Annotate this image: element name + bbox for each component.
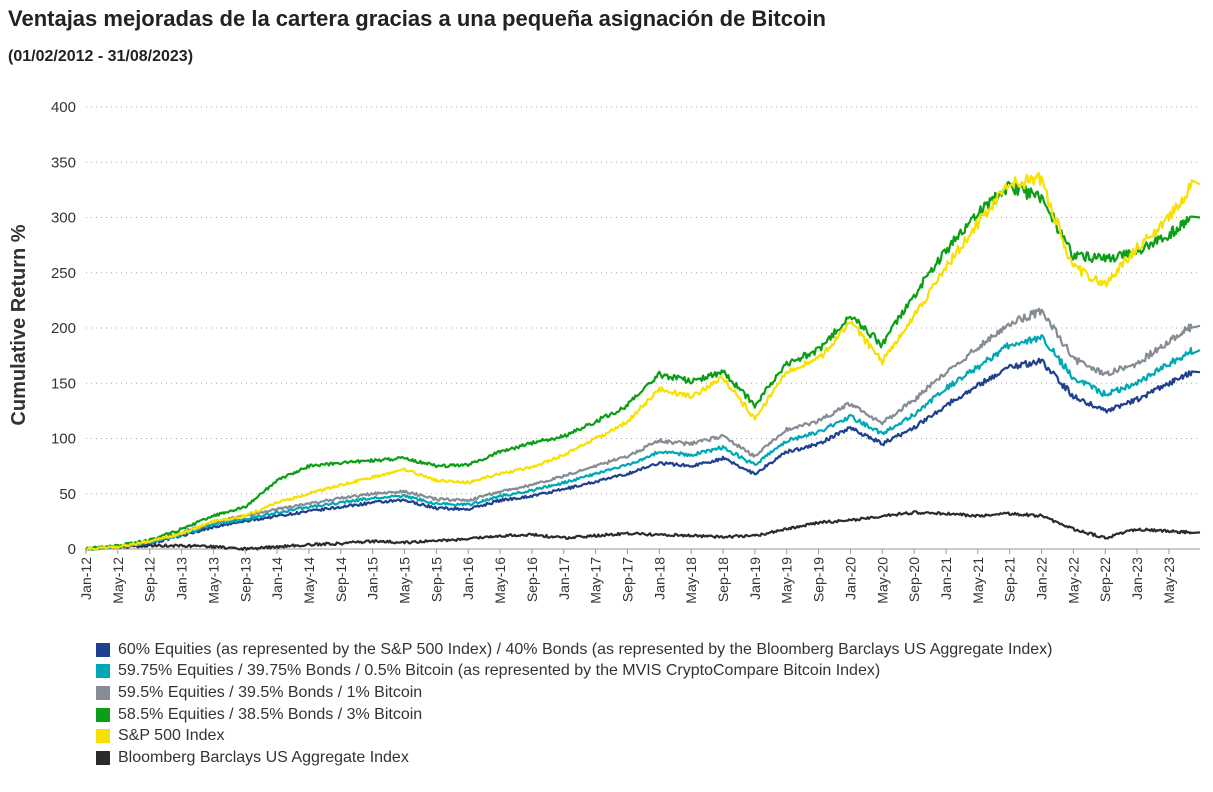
x-tick-label: Jan-16 xyxy=(460,557,476,600)
chart-subtitle: (01/02/2012 - 31/08/2023) xyxy=(8,48,194,65)
legend-item: 58.5% Equities / 38.5% Bonds / 3% Bitcoi… xyxy=(96,704,1052,726)
chart-title: Ventajas mejoradas de la cartera gracias… xyxy=(8,6,826,31)
series-lines xyxy=(85,172,1201,552)
y-tick-label: 0 xyxy=(68,541,76,558)
x-tick-label: Sep-22 xyxy=(1097,557,1113,602)
x-tick-label: Sep-17 xyxy=(619,557,635,602)
legend-label: Bloomberg Barclays US Aggregate Index xyxy=(118,748,409,766)
x-tick-label: May-14 xyxy=(301,557,317,604)
y-tick-label: 300 xyxy=(51,210,76,227)
legend-label: 59.75% Equities / 39.75% Bonds / 0.5% Bi… xyxy=(118,662,881,680)
x-tick-label: Jan-15 xyxy=(365,557,381,600)
legend-swatch xyxy=(96,685,110,700)
x-tick-label: May-16 xyxy=(492,557,508,604)
line-chart: 0 50 100 150 200 250 300 350 400 Cumulative Retu… xyxy=(8,99,1201,604)
legend-item: 59.75% Equities / 39.75% Bonds / 0.5% Bi… xyxy=(96,661,1052,683)
y-tick-label: 150 xyxy=(51,375,76,392)
x-tick-label: Jan-19 xyxy=(747,557,763,600)
x-tick-label: Sep-15 xyxy=(428,557,444,602)
x-tick-label: Jan-14 xyxy=(269,557,285,600)
series-line xyxy=(85,510,1201,552)
x-tick-label: Jan-13 xyxy=(174,557,190,600)
x-tick-label: May-15 xyxy=(397,557,413,604)
x-tick-label: Jan-22 xyxy=(1034,557,1050,600)
legend-label: 60% Equities (as represented by the S&P … xyxy=(118,640,1053,658)
x-tick-label: May-17 xyxy=(588,557,604,604)
x-tick-label: Jan-12 xyxy=(78,557,94,600)
x-tick-label: May-18 xyxy=(683,557,699,604)
x-tick-label: Jan-21 xyxy=(938,557,954,600)
x-tick-label: May-20 xyxy=(874,557,890,604)
series-line xyxy=(85,172,1201,552)
y-tick-label: 400 xyxy=(51,99,76,116)
x-tick-label: Sep-20 xyxy=(906,557,922,602)
x-tick-label: Sep-18 xyxy=(715,557,731,602)
x-tick-label: Sep-13 xyxy=(237,557,253,602)
legend-swatch xyxy=(96,642,110,657)
y-tick-label: 350 xyxy=(51,154,76,171)
series-line xyxy=(85,180,1201,551)
grid-lines xyxy=(86,106,1200,495)
y-axis-ticks: 0 50 100 150 200 250 300 350 400 xyxy=(51,99,76,558)
x-tick-label: May-13 xyxy=(205,557,221,604)
legend-label: 59.5% Equities / 39.5% Bonds / 1% Bitcoi… xyxy=(118,683,423,701)
x-tick-label: Sep-21 xyxy=(1002,557,1018,602)
series-line xyxy=(85,357,1201,551)
series-line xyxy=(85,307,1201,551)
y-tick-label: 250 xyxy=(51,265,76,282)
x-tick-label: Jan-18 xyxy=(651,557,667,600)
legend: 60% Equities (as represented by the S&P … xyxy=(96,639,1052,769)
x-tick-label: Sep-12 xyxy=(142,557,158,602)
x-tick-label: Jan-17 xyxy=(556,557,572,600)
x-tick-label: Sep-14 xyxy=(333,557,349,602)
legend-swatch xyxy=(96,707,110,722)
legend-item: 60% Equities (as represented by the S&P … xyxy=(96,639,1052,661)
legend-swatch xyxy=(96,664,110,679)
y-axis-label: Cumulative Return % xyxy=(8,224,30,425)
x-tick-label: May-19 xyxy=(779,557,795,604)
x-tick-label: Sep-19 xyxy=(811,557,827,602)
legend-item: S&P 500 Index xyxy=(96,725,1052,747)
x-axis-ticks: Jan-12 May-12 Sep-12 Jan-13 May-13 Sep-13 Jan-… xyxy=(78,549,1177,604)
y-tick-label: 200 xyxy=(51,320,76,337)
y-tick-label: 100 xyxy=(51,431,76,448)
legend-swatch xyxy=(96,729,110,744)
y-tick-label: 50 xyxy=(59,486,76,503)
legend-label: 58.5% Equities / 38.5% Bonds / 3% Bitcoi… xyxy=(118,705,423,723)
x-tick-label: May-22 xyxy=(1065,557,1081,604)
legend-swatch xyxy=(96,750,110,765)
x-tick-label: May-21 xyxy=(970,557,986,604)
x-tick-label: Jan-20 xyxy=(842,557,858,600)
legend-item: Bloomberg Barclays US Aggregate Index xyxy=(96,747,1052,769)
x-tick-label: Sep-16 xyxy=(524,557,540,602)
legend-item: 59.5% Equities / 39.5% Bonds / 1% Bitcoi… xyxy=(96,682,1052,704)
legend-label: S&P 500 Index xyxy=(118,727,225,745)
x-tick-label: May-12 xyxy=(110,557,126,604)
x-tick-label: May-23 xyxy=(1161,557,1177,604)
series-line xyxy=(85,334,1201,551)
x-tick-label: Jan-23 xyxy=(1129,557,1145,600)
